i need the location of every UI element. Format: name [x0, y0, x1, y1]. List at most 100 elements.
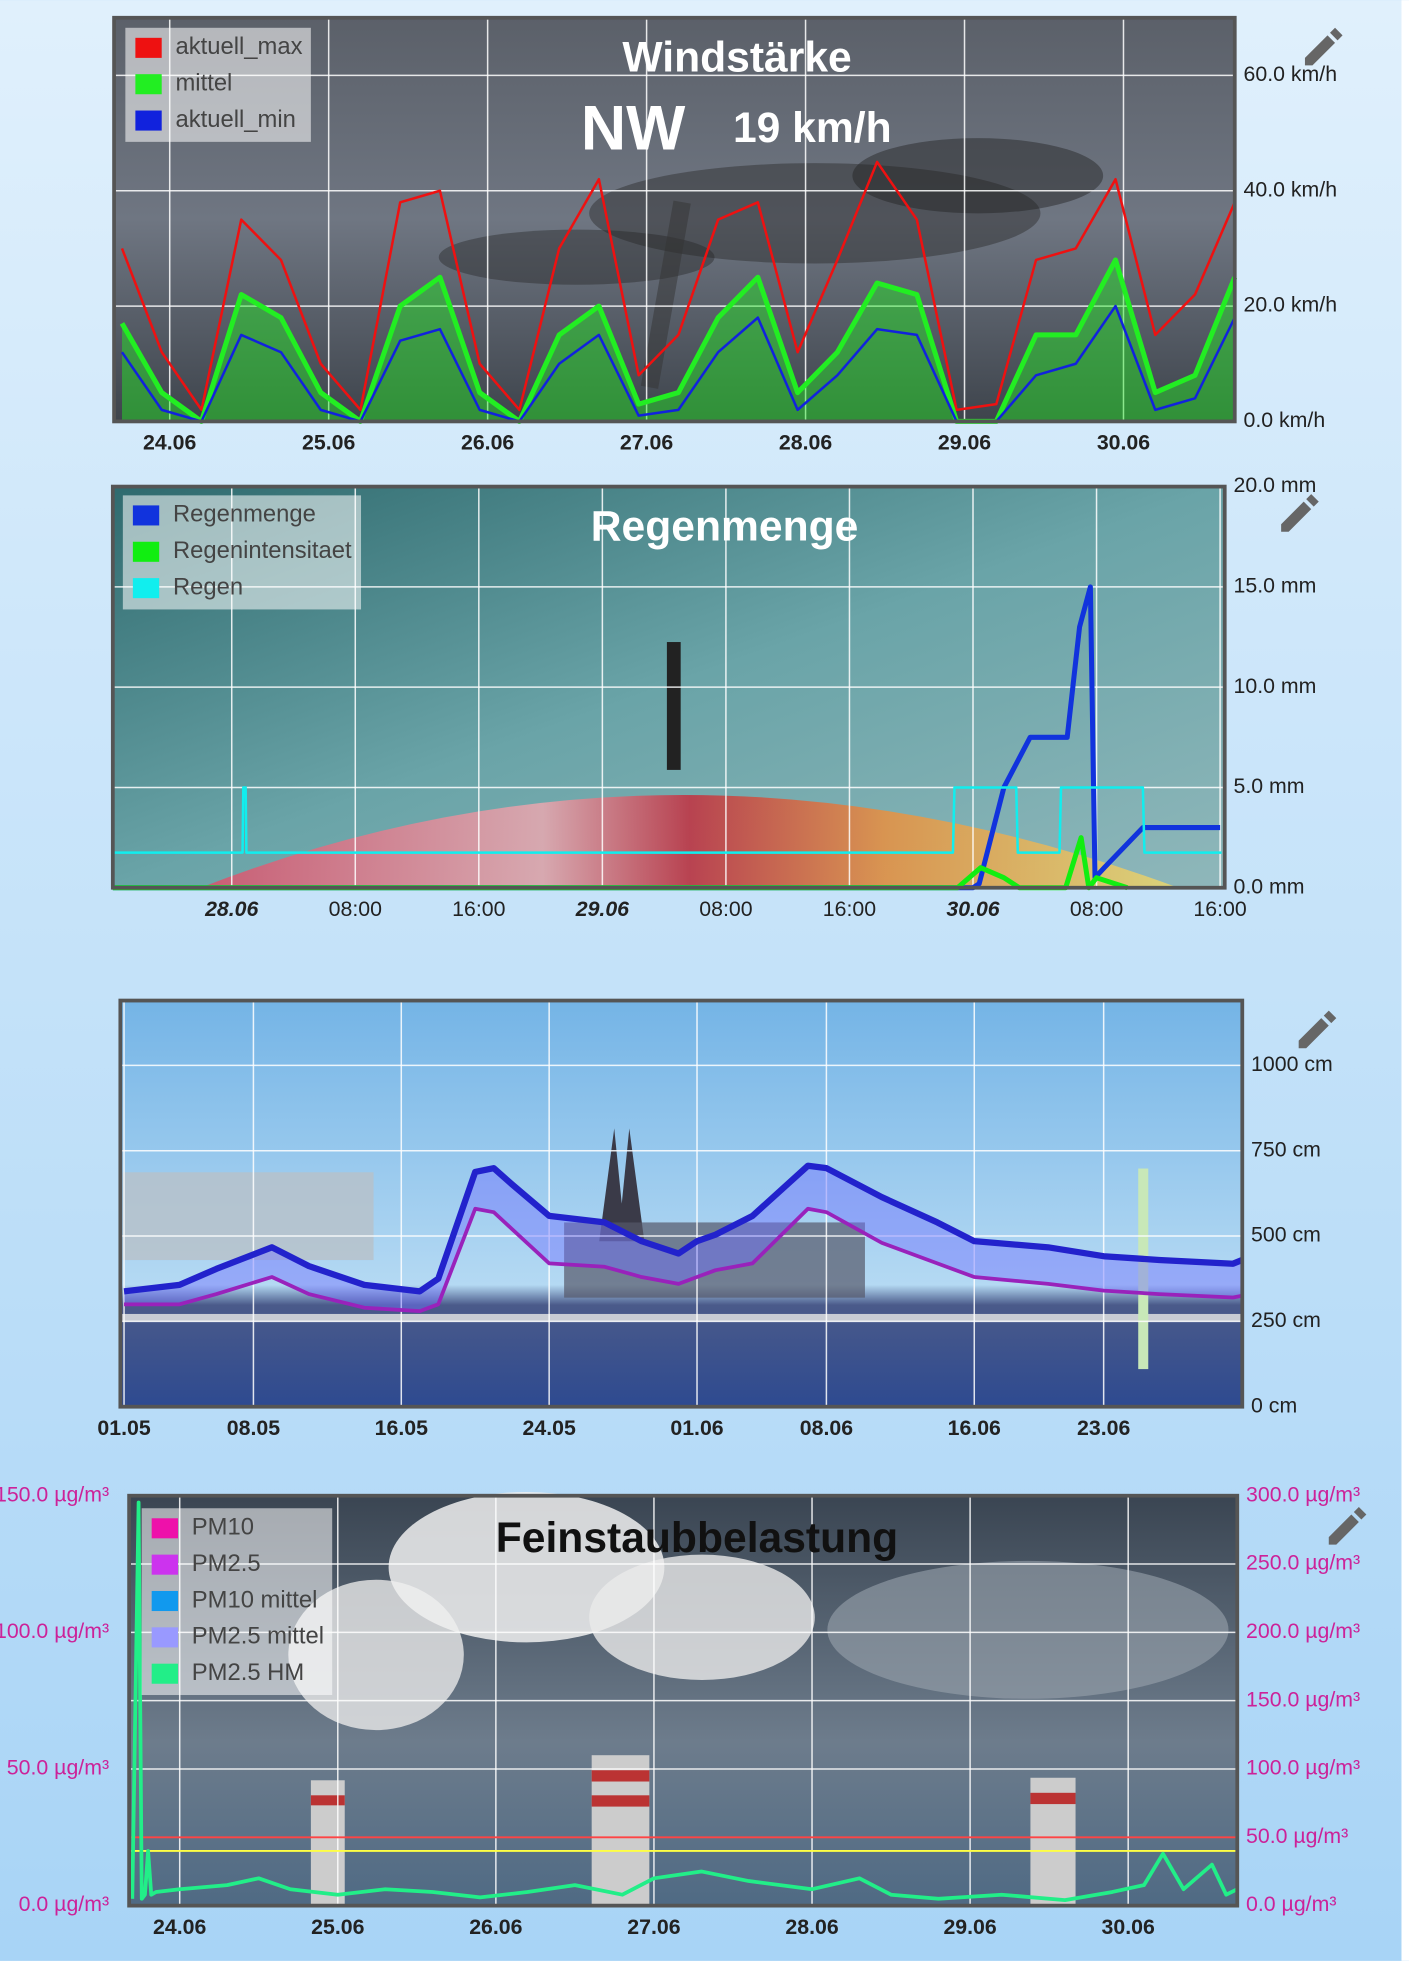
legend-swatch — [135, 74, 162, 95]
series-line — [112, 584, 1221, 891]
x-tick-label: 26.06 — [469, 1915, 522, 1939]
annotation: 19 km/h — [733, 104, 892, 152]
series-line — [112, 786, 1222, 854]
legend-swatch — [135, 37, 162, 58]
x-tick-label: 24.05 — [523, 1416, 576, 1440]
y-tick-label: 15.0 mm — [1234, 574, 1317, 598]
legend-label: PM10 — [192, 1514, 254, 1541]
edit-button[interactable] — [1304, 27, 1343, 66]
y-tick-label: 200.0 µg/m³ — [1246, 1619, 1360, 1643]
chart-title: Windstärke — [622, 34, 851, 82]
x-tick-label: 16:00 — [823, 897, 876, 921]
x-tick-label: 01.06 — [670, 1416, 723, 1440]
plot-frame — [127, 1493, 1240, 1908]
area — [122, 259, 1235, 422]
legend-label: PM10 mittel — [192, 1586, 318, 1613]
x-tick-label: 08:00 — [329, 897, 382, 921]
x-tick-label: 29.06 — [938, 431, 991, 455]
series-line — [119, 257, 1238, 424]
chart-title: Feinstaubbelastung — [496, 1514, 898, 1562]
legend-swatch — [132, 578, 160, 599]
legend-label: mittel — [175, 70, 232, 97]
x-tick-label: 27.06 — [620, 431, 673, 455]
x-tick-label: 01.05 — [97, 1416, 150, 1440]
y-tick-label: 50.0 µg/m³ — [7, 1756, 109, 1780]
y-tick-label: 750 cm — [1251, 1137, 1321, 1161]
legend-swatch — [151, 1518, 179, 1539]
river-background — [120, 1000, 1243, 1407]
legend-swatch — [132, 505, 160, 526]
x-tick-label: 08:00 — [699, 897, 752, 921]
x-tick-label: 30.06 — [1097, 431, 1150, 455]
x-tick-label: 23.06 — [1077, 1416, 1130, 1440]
x-tick-label: 28.06 — [785, 1915, 838, 1939]
y-tick-label: 5.0 mm — [1234, 774, 1305, 798]
y-tick-label: 500 cm — [1251, 1223, 1321, 1247]
y-tick-label: 10.0 mm — [1234, 674, 1317, 698]
series-line — [130, 1500, 1239, 1903]
legend-swatch — [135, 110, 162, 131]
edit-button[interactable] — [1298, 1010, 1337, 1049]
x-tick-label: 08:00 — [1070, 897, 1123, 921]
x-tick-label: 24.06 — [153, 1915, 206, 1939]
y-tick-label: 150.0 µg/m³ — [0, 1482, 109, 1506]
scrollbar — [1401, 0, 1409, 1961]
y-tick-label: 150.0 µg/m³ — [1246, 1687, 1360, 1711]
x-tick-label: 16:00 — [452, 897, 505, 921]
y-tick-label: 20.0 km/h — [1244, 293, 1338, 317]
legend-box — [122, 495, 362, 610]
x-tick-label: 29.06 — [575, 897, 629, 921]
legend-label: aktuell_min — [175, 106, 295, 133]
y-tick-label: 100.0 µg/m³ — [0, 1619, 109, 1643]
y-tick-label: 20.0 mm — [1234, 473, 1317, 497]
edit-button[interactable] — [1328, 1506, 1367, 1545]
y-tick-label: 300.0 µg/m³ — [1246, 1482, 1360, 1506]
x-tick-label: 28.06 — [779, 431, 832, 455]
x-tick-label: 24.06 — [143, 431, 196, 455]
y-tick-label: 100.0 µg/m³ — [1246, 1756, 1360, 1780]
x-tick-label: 27.06 — [627, 1915, 680, 1939]
annotation: NW — [581, 94, 686, 164]
x-tick-label: 08.05 — [227, 1416, 280, 1440]
y-tick-label: 0 cm — [1251, 1393, 1297, 1417]
legend-swatch — [151, 1590, 179, 1612]
y-tick-label: 250 cm — [1251, 1308, 1321, 1332]
x-tick-label: 30.06 — [946, 897, 999, 921]
series-line — [120, 160, 1236, 412]
legend-label: Regenmenge — [173, 501, 316, 528]
x-tick-label: 16.05 — [375, 1416, 428, 1440]
x-tick-label: 16:00 — [1193, 897, 1246, 921]
y-tick-label: 50.0 µg/m³ — [1246, 1824, 1348, 1848]
series-line — [120, 304, 1236, 423]
edit-button[interactable] — [1281, 494, 1319, 532]
series-line — [123, 1162, 1244, 1295]
y-tick-label: 0.0 km/h — [1244, 408, 1326, 432]
legend-label: Regenintensitaet — [173, 537, 352, 564]
series-line — [124, 1206, 1243, 1314]
y-tick-label: 0.0 mm — [1234, 874, 1305, 898]
y-tick-label: 250.0 µg/m³ — [1246, 1551, 1360, 1575]
legend-swatch — [151, 1554, 179, 1575]
y-tick-label: 60.0 km/h — [1244, 62, 1338, 86]
legend-swatch — [151, 1627, 179, 1648]
x-tick-label: 28.06 — [204, 897, 258, 921]
legend-swatch — [132, 541, 160, 562]
plot-frame — [112, 15, 1237, 424]
y-tick-label: 0.0 µg/m³ — [19, 1892, 109, 1916]
legend-label: PM2.5 — [192, 1550, 261, 1577]
y-tick-label: 0.0 µg/m³ — [1246, 1892, 1336, 1916]
legend-label: PM2.5 HM — [192, 1659, 304, 1686]
x-tick-label: 30.06 — [1102, 1915, 1155, 1939]
x-tick-label: 25.06 — [302, 431, 355, 455]
chart-title: Regenmenge — [591, 502, 859, 550]
legend-label: PM2.5 mittel — [192, 1623, 324, 1650]
x-tick-label: 26.06 — [461, 431, 514, 455]
x-tick-label: 29.06 — [943, 1915, 996, 1939]
x-tick-label: 08.06 — [800, 1416, 853, 1440]
x-tick-label: 25.06 — [311, 1915, 364, 1939]
plot-frame — [110, 484, 1227, 890]
y-tick-label: 40.0 km/h — [1244, 177, 1338, 201]
x-tick-label: 16.06 — [948, 1416, 1001, 1440]
